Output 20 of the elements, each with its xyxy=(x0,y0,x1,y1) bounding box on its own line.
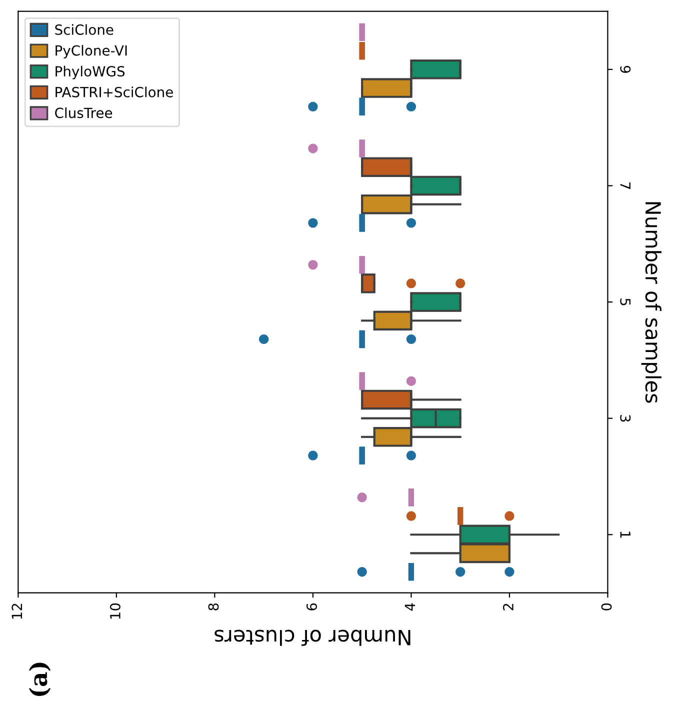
x-tick-label: 4 xyxy=(404,603,416,611)
y-tick-label: 3 xyxy=(620,414,631,422)
text: (a) xyxy=(28,662,51,696)
legend-label: ClusTree xyxy=(55,107,112,118)
y-axis-title: Number of samples xyxy=(641,202,662,403)
legend-label: PyClone-VI xyxy=(56,44,127,58)
x-tick-label: 8 xyxy=(208,603,219,610)
legend-label: PhyloWGS xyxy=(56,66,125,80)
x-tick-label: 6 xyxy=(306,603,317,610)
y-tick-label: 9 xyxy=(620,66,631,73)
legend-label: SciClone xyxy=(55,24,114,35)
y-tick-label: 1 xyxy=(620,532,630,538)
x-tick-label: 12 xyxy=(12,604,22,619)
x-tick-label: 2 xyxy=(502,604,514,610)
x-tick-label: 0 xyxy=(601,603,612,610)
x-axis-title: Number of clusters xyxy=(214,630,410,646)
y-tick-label: 5 xyxy=(620,298,630,306)
y-tick-label: 7 xyxy=(620,182,630,189)
x-tick-label: 10 xyxy=(110,603,120,619)
legend-label: PASTRI+SciClone xyxy=(56,86,173,98)
